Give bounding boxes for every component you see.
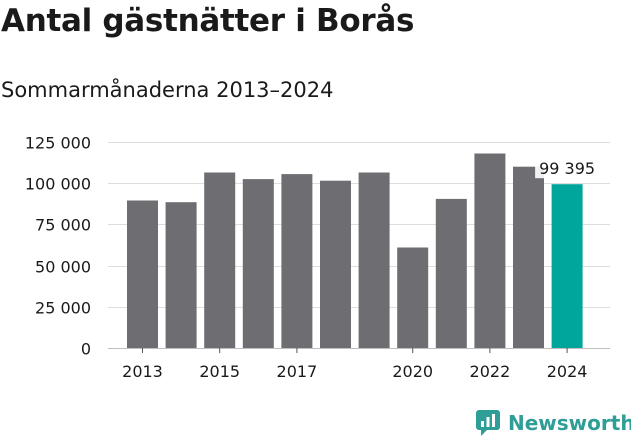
annotation-background [535, 156, 600, 179]
y-tick-label: 125 000 [25, 134, 91, 153]
bar-2017 [281, 174, 313, 348]
bar-2016 [242, 179, 274, 348]
bar-2023 [513, 166, 544, 348]
x-tick-label: 2024 [547, 362, 588, 381]
bar-2013 [127, 200, 158, 348]
x-tick-label: 2022 [470, 362, 511, 381]
newsworthy-brand: Newsworthy [476, 408, 631, 438]
bar-2019 [358, 172, 390, 348]
bar-2020 [397, 247, 429, 348]
y-tick-label: 50 000 [35, 258, 91, 277]
bar-2021 [435, 198, 467, 348]
chart-subtitle: Sommarmånaderna 2013–2024 [1, 78, 334, 102]
bar-2014 [165, 202, 197, 348]
bar-2022 [474, 153, 506, 348]
bar-2024 [551, 184, 583, 348]
value-annotation: 99 395 [539, 159, 595, 178]
y-tick-label: 25 000 [35, 299, 91, 318]
y-tick-label: 100 000 [25, 175, 91, 194]
x-tick-label: 2013 [122, 362, 163, 381]
chart-title: Antal gästnätter i Borås [1, 3, 415, 39]
y-tick-label: 0 [81, 340, 91, 359]
bar-2018 [320, 180, 351, 348]
brand-name: Newsworthy [508, 411, 631, 435]
y-tick-label: 75 000 [35, 216, 91, 235]
newsworthy-logo-icon [476, 410, 500, 436]
x-tick-label: 2015 [199, 362, 240, 381]
x-tick-label: 2020 [392, 362, 433, 381]
x-tick-label: 2017 [277, 362, 318, 381]
bar-2015 [204, 172, 236, 348]
